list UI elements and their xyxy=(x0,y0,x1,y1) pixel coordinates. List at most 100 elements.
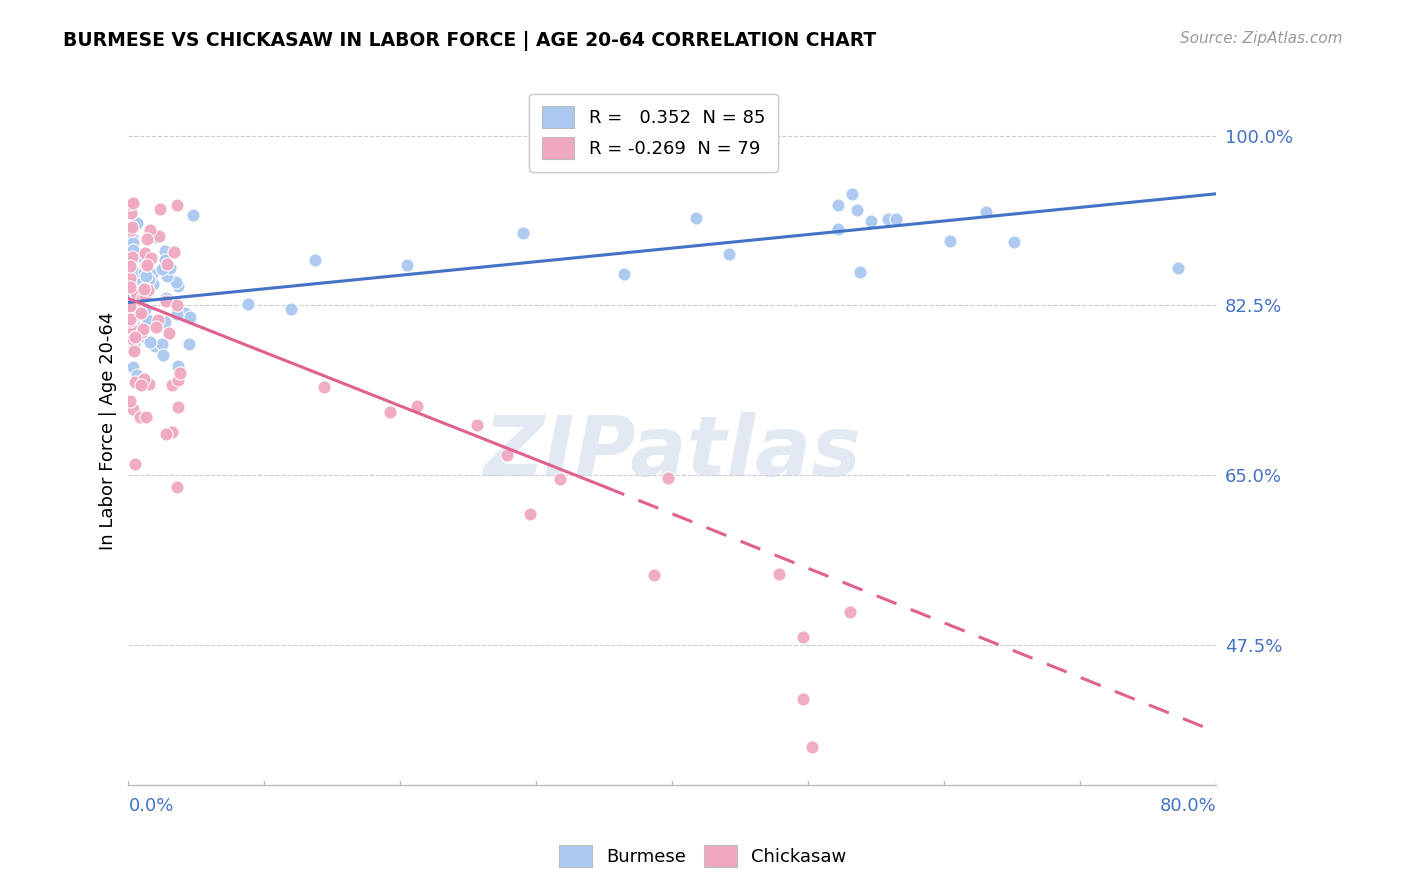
Point xyxy=(166,298,188,312)
Point xyxy=(156,269,179,284)
Text: 0.0%: 0.0% xyxy=(128,797,174,815)
Point xyxy=(118,196,141,211)
Point xyxy=(155,294,177,309)
Point xyxy=(132,329,155,343)
Point xyxy=(125,368,148,383)
Point xyxy=(159,260,181,275)
Point xyxy=(167,279,190,293)
Point xyxy=(125,266,148,280)
Point xyxy=(134,289,156,303)
Point xyxy=(134,280,156,294)
Point xyxy=(167,359,190,373)
Point xyxy=(406,399,429,413)
Point xyxy=(395,259,418,273)
Point xyxy=(132,322,155,336)
Point xyxy=(120,323,142,337)
Point xyxy=(157,326,180,340)
Point xyxy=(1002,235,1025,249)
Point xyxy=(121,323,143,337)
Point xyxy=(304,253,326,268)
Point xyxy=(153,253,176,268)
Point xyxy=(118,299,141,313)
Point xyxy=(135,258,157,272)
Point xyxy=(613,267,636,281)
Point xyxy=(884,211,907,226)
Point xyxy=(153,244,176,258)
Point xyxy=(136,313,159,327)
Point xyxy=(156,257,179,271)
Point xyxy=(877,211,900,226)
Point xyxy=(153,315,176,329)
Point xyxy=(839,605,862,619)
Point xyxy=(134,310,156,325)
Point xyxy=(121,219,143,234)
Point xyxy=(138,377,160,392)
Point xyxy=(495,448,517,462)
Point xyxy=(143,339,166,353)
Point xyxy=(165,275,187,289)
Point xyxy=(122,235,145,250)
Point xyxy=(465,418,488,433)
Point xyxy=(166,480,188,494)
Point xyxy=(125,216,148,230)
Point xyxy=(120,270,142,285)
Point xyxy=(120,246,142,260)
Point xyxy=(1167,260,1189,275)
Point xyxy=(138,271,160,285)
Point xyxy=(148,228,170,243)
Point xyxy=(122,337,145,351)
Point xyxy=(167,373,190,387)
Point xyxy=(134,371,156,385)
Point xyxy=(135,269,157,284)
Point xyxy=(849,265,872,279)
Point xyxy=(792,692,814,706)
Point xyxy=(135,319,157,334)
Point xyxy=(801,739,824,754)
Point xyxy=(118,280,141,294)
Point xyxy=(131,326,153,340)
Point xyxy=(160,425,183,439)
Point xyxy=(177,337,200,351)
Point xyxy=(139,335,162,350)
Point xyxy=(136,283,159,297)
Point xyxy=(127,329,149,343)
Point xyxy=(378,405,401,419)
Point xyxy=(122,310,145,325)
Point xyxy=(131,272,153,286)
Point xyxy=(155,427,177,442)
Point xyxy=(166,401,188,415)
Y-axis label: In Labor Force | Age 20-64: In Labor Force | Age 20-64 xyxy=(100,312,117,550)
Point xyxy=(162,378,184,392)
Point xyxy=(118,197,141,211)
Point xyxy=(121,229,143,244)
Point xyxy=(121,196,143,211)
Text: BURMESE VS CHICKASAW IN LABOR FORCE | AGE 20-64 CORRELATION CHART: BURMESE VS CHICKASAW IN LABOR FORCE | AG… xyxy=(63,31,876,51)
Point xyxy=(124,301,146,315)
Point xyxy=(120,255,142,269)
Point xyxy=(121,301,143,315)
Point xyxy=(718,247,741,261)
Point xyxy=(512,226,534,240)
Point xyxy=(150,337,173,351)
Point xyxy=(124,375,146,389)
Point xyxy=(118,276,141,290)
Point xyxy=(938,234,960,248)
Point xyxy=(118,285,141,300)
Text: 80.0%: 80.0% xyxy=(1160,797,1216,815)
Point xyxy=(122,332,145,346)
Point xyxy=(120,271,142,285)
Point xyxy=(155,291,177,305)
Point xyxy=(131,288,153,302)
Point xyxy=(120,342,142,356)
Point xyxy=(166,198,188,212)
Point xyxy=(141,267,163,281)
Point xyxy=(128,409,150,424)
Point xyxy=(120,393,142,408)
Point xyxy=(122,243,145,257)
Point xyxy=(136,232,159,246)
Point xyxy=(685,211,707,225)
Point xyxy=(146,313,169,327)
Point xyxy=(183,208,205,222)
Point xyxy=(138,223,160,237)
Point xyxy=(792,630,814,644)
